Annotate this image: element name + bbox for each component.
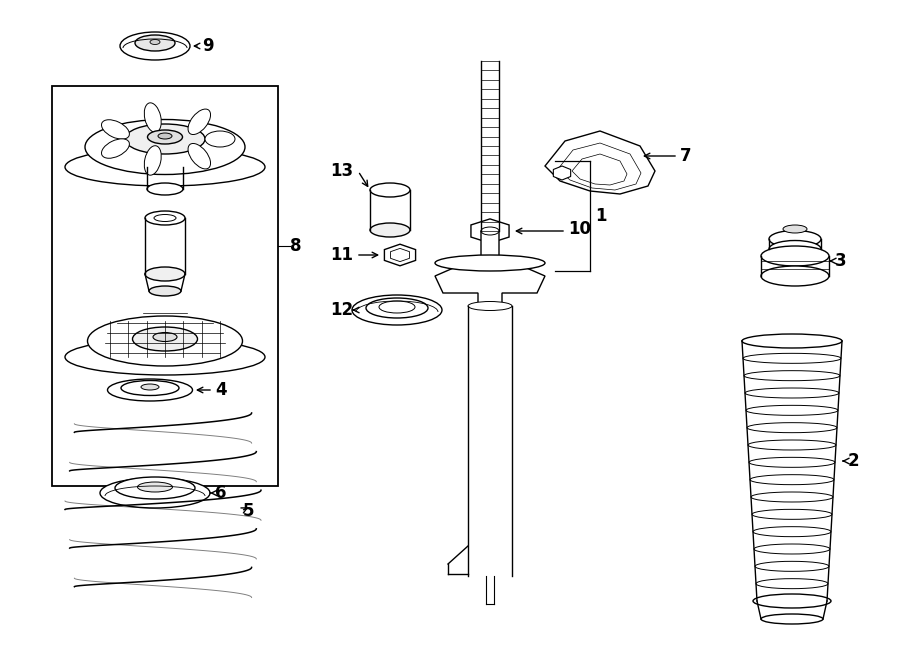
Text: 9: 9 [202, 37, 213, 55]
Ellipse shape [145, 267, 185, 281]
Ellipse shape [205, 131, 235, 147]
Ellipse shape [138, 482, 173, 492]
Ellipse shape [144, 145, 161, 175]
Ellipse shape [379, 301, 415, 313]
Ellipse shape [65, 148, 265, 186]
Ellipse shape [769, 241, 821, 258]
Ellipse shape [761, 246, 829, 266]
Bar [52, 86, 278, 486]
Ellipse shape [370, 223, 410, 237]
Text: 13: 13 [330, 162, 353, 180]
Text: 2: 2 [848, 452, 860, 470]
Ellipse shape [478, 302, 502, 310]
Text: 8: 8 [290, 237, 302, 255]
Text: 11: 11 [330, 246, 353, 264]
Ellipse shape [148, 130, 183, 144]
Ellipse shape [481, 227, 499, 235]
Ellipse shape [107, 379, 193, 401]
Ellipse shape [352, 295, 442, 325]
Ellipse shape [366, 298, 428, 318]
Ellipse shape [85, 120, 245, 175]
Ellipse shape [147, 183, 183, 195]
Ellipse shape [115, 477, 195, 499]
Ellipse shape [753, 594, 831, 608]
Ellipse shape [188, 109, 211, 135]
Ellipse shape [87, 316, 242, 366]
Ellipse shape [144, 103, 161, 132]
Ellipse shape [149, 286, 181, 296]
Ellipse shape [468, 301, 512, 311]
Text: 5: 5 [243, 502, 255, 520]
Ellipse shape [370, 183, 410, 197]
Ellipse shape [65, 339, 265, 375]
Ellipse shape [135, 35, 175, 51]
Ellipse shape [100, 478, 210, 508]
Ellipse shape [121, 381, 179, 395]
Ellipse shape [102, 120, 130, 139]
Ellipse shape [154, 215, 176, 221]
Polygon shape [554, 166, 571, 180]
Ellipse shape [761, 266, 829, 286]
Polygon shape [435, 231, 545, 306]
Ellipse shape [188, 143, 211, 169]
Text: 3: 3 [835, 252, 847, 270]
Text: 1: 1 [595, 207, 607, 225]
Ellipse shape [102, 139, 130, 158]
Text: 12: 12 [330, 301, 353, 319]
Text: 6: 6 [215, 484, 227, 502]
Text: 4: 4 [215, 381, 227, 399]
Ellipse shape [120, 32, 190, 60]
Ellipse shape [742, 334, 842, 348]
Ellipse shape [158, 133, 172, 139]
Ellipse shape [150, 40, 160, 44]
Polygon shape [384, 244, 416, 266]
Polygon shape [545, 131, 655, 194]
Text: 7: 7 [680, 147, 691, 165]
Ellipse shape [145, 211, 185, 225]
Ellipse shape [153, 332, 177, 342]
Ellipse shape [132, 327, 197, 351]
Text: 10: 10 [568, 220, 591, 238]
Polygon shape [391, 249, 410, 262]
Ellipse shape [141, 384, 159, 390]
Ellipse shape [484, 227, 496, 235]
Polygon shape [471, 219, 509, 243]
Ellipse shape [435, 255, 545, 271]
Ellipse shape [769, 231, 821, 247]
Ellipse shape [125, 124, 205, 154]
Ellipse shape [783, 225, 807, 233]
Ellipse shape [761, 614, 823, 624]
